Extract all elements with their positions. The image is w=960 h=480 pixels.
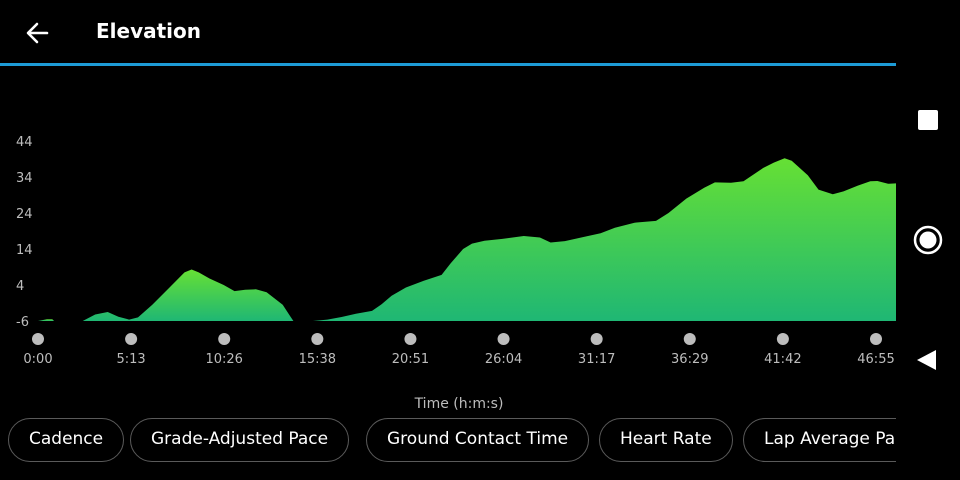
- elevation-chart: 44 34 24 14 4 -6 0:00 5:13 10:26 15:38 20:51 26:04…: [0, 66, 918, 416]
- x-tick-label: 26:04: [485, 352, 522, 367]
- chip-ground-contact-time[interactable]: Ground Contact Time: [366, 418, 590, 462]
- back-button[interactable]: [20, 15, 56, 51]
- elevation-area-segment: [313, 158, 918, 321]
- y-tick-label: 4: [16, 279, 24, 294]
- x-tick-label: 10:26: [205, 352, 242, 367]
- square-icon: [918, 110, 938, 130]
- x-tick-dot: [870, 333, 882, 345]
- y-tick-label: 14: [16, 243, 33, 258]
- x-tick-dot: [590, 333, 603, 345]
- y-tick-label: 24: [16, 207, 33, 222]
- system-nav-bar: [896, 0, 960, 480]
- chip-grade-adjusted-pace[interactable]: Grade-Adjusted Pace: [130, 418, 350, 462]
- home-button[interactable]: [896, 208, 960, 272]
- x-tick-label: 36:29: [671, 352, 708, 367]
- elevation-area-segment: [38, 319, 55, 321]
- chip-heart-rate[interactable]: Heart Rate: [599, 418, 733, 462]
- arrow-left-icon: [26, 22, 49, 44]
- chip-lap-average-pace[interactable]: Lap Average Pace: [743, 418, 896, 462]
- metric-chips: Cadence Grade-Adjusted Pace Ground Conta…: [0, 416, 896, 480]
- x-axis-title: Time (h:m:s): [414, 396, 504, 412]
- app-header: Elevation: [0, 0, 896, 66]
- x-tick-dot: [218, 333, 231, 345]
- y-tick-label: 34: [16, 171, 33, 186]
- system-back-button[interactable]: [896, 328, 960, 392]
- x-tick-label: 31:17: [578, 352, 615, 367]
- chip-cadence[interactable]: Cadence: [8, 418, 125, 462]
- x-tick-dot: [311, 333, 324, 345]
- x-tick-dot: [32, 333, 44, 345]
- x-tick-label: 41:42: [764, 352, 801, 367]
- x-tick-dot: [776, 333, 789, 345]
- recents-button[interactable]: [896, 88, 960, 152]
- x-tick-dot: [404, 333, 417, 345]
- x-tick-label: 0:00: [23, 352, 52, 367]
- circle-home-icon: [913, 225, 943, 255]
- x-tick-label: 15:38: [299, 352, 336, 367]
- x-tick-dot: [497, 333, 510, 345]
- y-tick-label: 44: [16, 135, 33, 150]
- triangle-back-icon: [917, 350, 936, 370]
- x-tick-dot: [125, 333, 138, 345]
- header-divider: [0, 63, 896, 66]
- y-tick-label: -6: [16, 315, 29, 330]
- x-tick-dot: [683, 333, 696, 345]
- chart-svg: 44 34 24 14 4 -6 0:00 5:13 10:26 15:38 20:51 26:04…: [16, 135, 918, 367]
- x-tick-label: 20:51: [392, 352, 429, 367]
- page-title: Elevation: [96, 19, 202, 43]
- x-tick-label: 46:55: [857, 352, 894, 367]
- elevation-area-segment: [82, 269, 294, 321]
- x-tick-label: 5:13: [117, 352, 146, 367]
